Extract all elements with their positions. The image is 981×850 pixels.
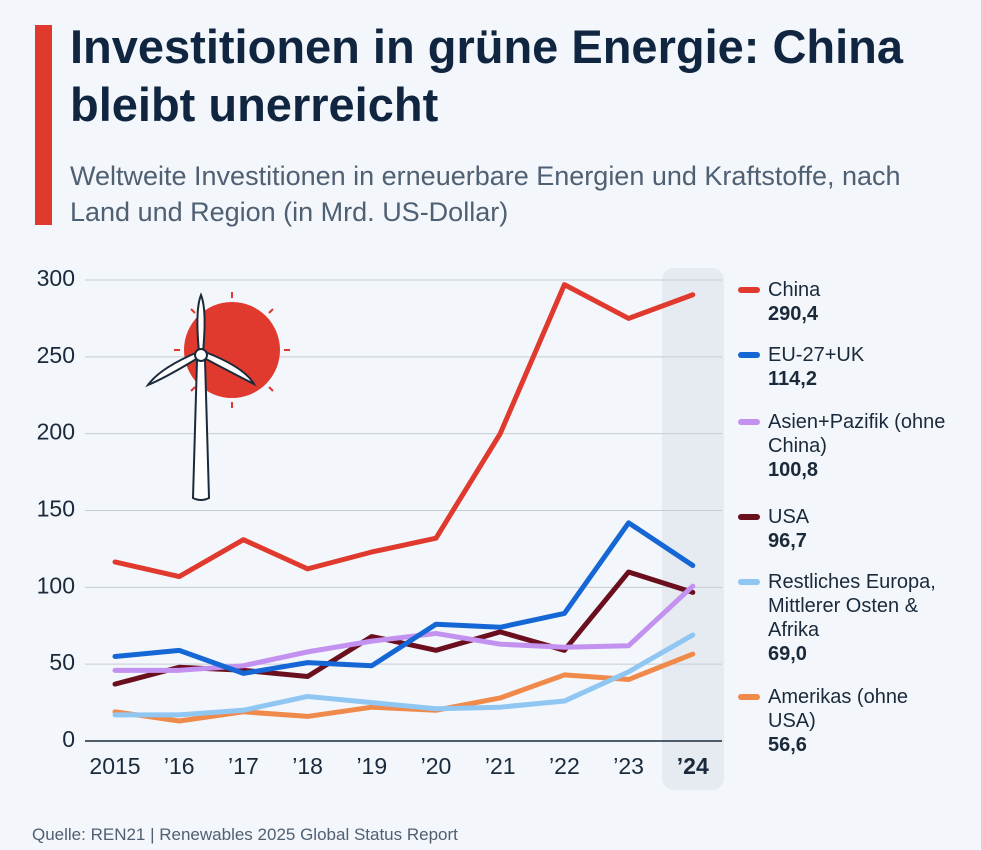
legend-label: Amerikas (ohne USA) [768,686,909,732]
legend-entry: Asien+Pazifik (ohne China) 100,8 [768,410,948,482]
legend-marker [738,419,760,425]
legend-label: Restliches Europa, Mittlerer Osten & Afr… [768,571,936,641]
x-tick-label: ’18 [292,753,323,779]
legend-label: China [768,279,821,301]
series-line [112,520,696,676]
subtitle: Weltweite Investitionen in erneuerbare E… [70,161,901,227]
highlight-band [662,268,724,790]
legend-marker [738,514,760,520]
legend-marker [738,694,760,700]
x-tick-label: ’23 [613,753,644,779]
legend-label: Asien+Pazifik (ohne China) [768,411,946,457]
value-label: 290,4 [768,303,819,325]
y-tick-label: 300 [37,265,75,291]
value-label: 114,2 [768,368,817,390]
x-tick-label: ’17 [228,753,259,779]
x-tick-label: ’16 [164,753,195,779]
x-tick-label: ’21 [485,753,516,779]
y-tick-label: 200 [37,419,75,445]
legend-entry: Amerikas (ohne USA) 56,6 [768,685,948,757]
value-label: 100,8 [768,459,819,481]
x-tick-label: ’20 [421,753,452,779]
accent-bar [35,25,52,225]
series-line [112,632,696,718]
icon [145,292,290,501]
source: Quelle: REN21 | Renewables 2025 Global S… [32,825,458,844]
series-line [112,583,696,673]
y-tick-label: 0 [62,726,75,752]
title: Investitionen in grüne Energie: China bl… [70,20,904,131]
x-tick-label: 2015 [89,753,140,779]
legend-entry: China 290,4 [768,278,948,326]
series-line [112,651,696,724]
y-tick-label: 150 [37,496,75,522]
value-label: 56,6 [768,734,807,756]
legend-label: EU-27+UK [768,344,865,366]
y-tick-label: 100 [37,572,75,598]
legend-marker [738,579,760,585]
legend-label: USA [768,506,810,528]
legend-marker [738,287,760,293]
value-label: 69,0 [768,643,807,665]
y-tick-label: 50 [49,649,75,675]
x-tick-label: ’24 [677,753,709,779]
value-label: 96,7 [768,530,807,552]
x-tick-label: ’19 [356,753,387,779]
x-tick-label: ’22 [549,753,580,779]
legend-entry: EU-27+UK 114,2 [768,343,948,391]
legend-entry: USA 96,7 [768,505,948,553]
legend-entry: Restliches Europa, Mittlerer Osten & Afr… [768,570,948,666]
y-tick-label: 250 [37,342,75,368]
legend-marker [738,352,760,358]
series-line [112,282,696,580]
